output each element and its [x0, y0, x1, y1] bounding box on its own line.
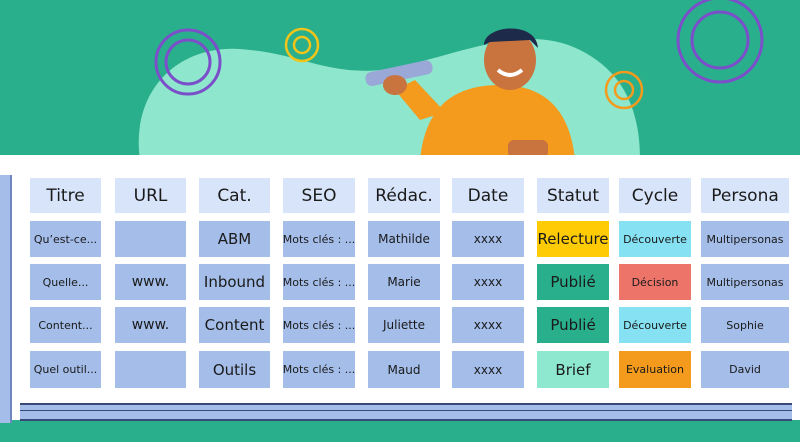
cell-statut: Relecture [537, 221, 609, 257]
cell-url [115, 351, 186, 388]
gear-icon [604, 70, 644, 110]
cell-seo: Mots clés : ... [283, 307, 355, 343]
cell-seo: Mots clés : ... [283, 264, 355, 300]
cell-cycle: Décision [619, 264, 691, 300]
cell-titre: Quelle... [30, 264, 101, 300]
cell-redac: Juliette [368, 307, 440, 343]
header-url: URL [115, 178, 186, 213]
header-seo: SEO [283, 178, 355, 213]
cell-persona: Multipersonas [701, 221, 789, 257]
header-persona: Persona [701, 178, 789, 213]
cell-url: www. [115, 264, 186, 300]
cell-cycle: Découverte [619, 307, 691, 343]
cell-statut: Publié [537, 307, 609, 343]
header-statut: Statut [537, 178, 609, 213]
cell-seo: Mots clés : ... [283, 351, 355, 388]
cell-cat: ABM [199, 221, 270, 257]
cell-date: xxxx [452, 351, 524, 388]
cell-url: www. [115, 307, 186, 343]
header-cat: Cat. [199, 178, 270, 213]
header-titre: Titre [30, 178, 101, 213]
cell-persona: Sophie [701, 307, 789, 343]
cell-redac: Mathilde [368, 221, 440, 257]
cell-statut: Publié [537, 264, 609, 300]
cell-cycle: Evaluation [619, 351, 691, 388]
header-date: Date [452, 178, 524, 213]
cell-cat: Outils [199, 351, 270, 388]
cell-titre: Content... [30, 307, 101, 343]
cell-url [115, 221, 186, 257]
cell-titre: Qu’est-ce... [30, 221, 101, 257]
cell-cycle: Découverte [619, 221, 691, 257]
cell-statut: Brief [537, 351, 609, 388]
cell-date: xxxx [452, 221, 524, 257]
cell-titre: Quel outil... [30, 351, 101, 388]
cell-date: xxxx [452, 264, 524, 300]
cell-redac: Maud [368, 351, 440, 388]
left-scrollbar [0, 175, 12, 423]
header-redac: Rédac. [368, 178, 440, 213]
cell-date: xxxx [452, 307, 524, 343]
cell-cat: Content [199, 307, 270, 343]
gear-icon [154, 0, 764, 96]
cell-persona: Multipersonas [701, 264, 789, 300]
illustration-header [138, 0, 764, 160]
bottom-rule [20, 403, 792, 421]
person-illustration [365, 28, 575, 160]
gear-icon [284, 27, 320, 63]
cell-persona: David [701, 351, 789, 388]
cell-seo: Mots clés : ... [283, 221, 355, 257]
header-cycle: Cycle [619, 178, 691, 213]
cell-redac: Marie [368, 264, 440, 300]
cell-cat: Inbound [199, 264, 270, 300]
